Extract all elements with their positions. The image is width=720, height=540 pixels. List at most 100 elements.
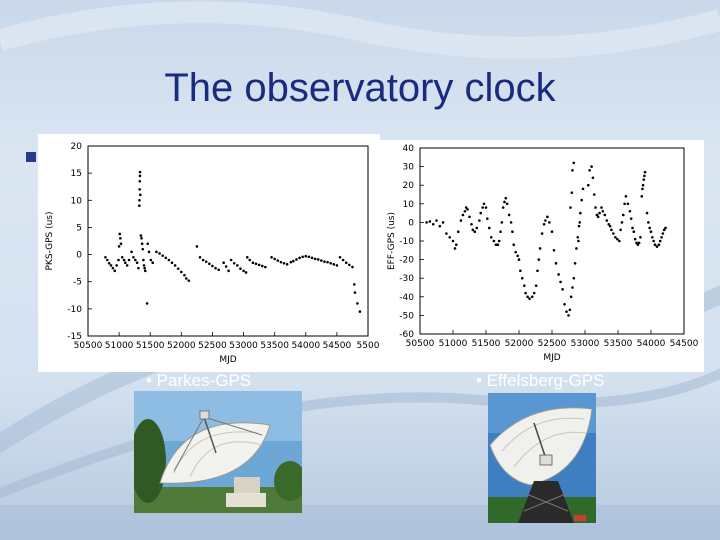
data-point bbox=[204, 260, 208, 263]
data-point bbox=[607, 222, 611, 226]
data-point bbox=[587, 183, 590, 187]
data-point bbox=[660, 235, 663, 239]
data-point bbox=[601, 209, 605, 213]
data-point bbox=[588, 169, 591, 172]
data-point bbox=[662, 228, 666, 232]
data-point bbox=[138, 174, 142, 178]
y-tick-label: 40 bbox=[403, 144, 415, 154]
data-point bbox=[499, 230, 502, 233]
data-point bbox=[301, 255, 304, 259]
data-point bbox=[537, 258, 541, 261]
y-tick-label: 0 bbox=[408, 218, 414, 228]
data-point bbox=[573, 262, 577, 265]
data-point bbox=[338, 255, 342, 259]
data-point bbox=[310, 256, 314, 260]
y-tick-label: -5 bbox=[73, 278, 82, 288]
data-point bbox=[519, 269, 522, 273]
data-point bbox=[161, 254, 164, 257]
data-point bbox=[455, 243, 458, 247]
x-tick-label: 54500 bbox=[323, 341, 352, 351]
x-tick-label: 51000 bbox=[105, 341, 134, 351]
data-point bbox=[479, 211, 483, 215]
data-point bbox=[425, 221, 428, 224]
data-point bbox=[132, 255, 135, 259]
data-point bbox=[621, 213, 625, 217]
data-point bbox=[653, 243, 657, 247]
data-point bbox=[600, 206, 603, 209]
data-point bbox=[569, 206, 572, 209]
data-point bbox=[632, 230, 636, 233]
data-point bbox=[292, 259, 295, 263]
data-point bbox=[187, 279, 191, 282]
data-point bbox=[130, 250, 133, 254]
data-point bbox=[494, 243, 498, 247]
data-point bbox=[590, 165, 593, 168]
data-point bbox=[598, 211, 601, 215]
data-point bbox=[248, 258, 252, 262]
data-point bbox=[138, 204, 141, 208]
x-axis-label: MJD bbox=[543, 353, 560, 363]
slide-title: The observatory clock bbox=[164, 66, 556, 110]
data-point bbox=[618, 239, 621, 243]
data-point bbox=[561, 288, 564, 291]
data-point bbox=[661, 232, 665, 235]
x-tick-label: 53500 bbox=[604, 339, 633, 349]
data-point bbox=[236, 264, 239, 267]
data-point bbox=[512, 243, 516, 247]
data-point bbox=[459, 219, 463, 222]
data-point bbox=[285, 263, 289, 266]
data-point bbox=[448, 235, 451, 239]
data-point bbox=[167, 258, 171, 262]
x-tick-label: 54000 bbox=[637, 339, 666, 349]
data-point bbox=[198, 255, 202, 259]
data-point bbox=[195, 245, 199, 248]
data-point bbox=[605, 219, 609, 222]
data-point bbox=[569, 295, 573, 299]
data-point bbox=[264, 265, 267, 269]
data-point bbox=[158, 252, 161, 255]
data-point bbox=[107, 261, 111, 265]
pks-gps-chart-panel: 50500 51000 51500 52000 52500 53000 53500 54000… bbox=[38, 134, 380, 372]
y-tick-label: -10 bbox=[67, 305, 82, 315]
data-point bbox=[596, 215, 600, 219]
x-tick-label: 51500 bbox=[136, 341, 165, 351]
data-point bbox=[559, 280, 562, 284]
data-point bbox=[151, 261, 155, 265]
data-point bbox=[111, 266, 115, 270]
data-point bbox=[478, 219, 481, 222]
x-tick-label: 52500 bbox=[538, 339, 567, 349]
data-point bbox=[641, 183, 645, 187]
data-point bbox=[528, 297, 531, 300]
data-point bbox=[546, 215, 549, 219]
effelsberg-dish-drawing bbox=[488, 393, 596, 523]
data-point bbox=[298, 256, 301, 260]
data-point bbox=[119, 242, 123, 246]
data-point bbox=[626, 202, 630, 206]
x-tick-label: 53000 bbox=[229, 341, 258, 351]
data-point bbox=[637, 241, 641, 245]
data-point bbox=[538, 247, 542, 250]
data-point bbox=[503, 200, 506, 204]
data-point bbox=[623, 202, 626, 206]
data-point bbox=[451, 239, 455, 243]
data-point bbox=[648, 226, 651, 230]
y-tick-label: 10 bbox=[71, 196, 83, 206]
data-point bbox=[140, 242, 144, 246]
data-point bbox=[631, 226, 634, 230]
data-point bbox=[576, 235, 580, 239]
data-point bbox=[572, 161, 576, 165]
y-tick-label: -40 bbox=[399, 293, 414, 303]
data-point bbox=[438, 224, 442, 228]
y-tick-label: -10 bbox=[399, 237, 414, 247]
data-point bbox=[329, 261, 332, 265]
data-point bbox=[496, 243, 500, 247]
data-point bbox=[139, 234, 143, 237]
data-point bbox=[629, 217, 633, 220]
data-point bbox=[183, 273, 186, 277]
data-point bbox=[185, 277, 188, 280]
data-point bbox=[335, 264, 339, 267]
x-tick-label: 52500 bbox=[198, 341, 227, 351]
data-point bbox=[517, 258, 521, 261]
data-point bbox=[353, 291, 357, 294]
data-point bbox=[122, 258, 126, 262]
